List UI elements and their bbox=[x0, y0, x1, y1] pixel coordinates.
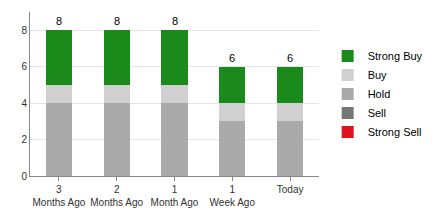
svg-text:4: 4 bbox=[21, 98, 27, 109]
svg-text:Today: Today bbox=[277, 184, 304, 195]
svg-text:8: 8 bbox=[172, 15, 178, 27]
svg-text:Strong Sell: Strong Sell bbox=[368, 126, 422, 138]
svg-text:6: 6 bbox=[229, 52, 235, 64]
svg-text:8: 8 bbox=[56, 15, 62, 27]
svg-text:Hold: Hold bbox=[368, 88, 391, 100]
svg-text:1Month Ago: 1Month Ago bbox=[151, 184, 199, 208]
svg-text:2: 2 bbox=[21, 134, 27, 145]
svg-text:0: 0 bbox=[21, 171, 27, 182]
svg-text:1Week Ago: 1Week Ago bbox=[210, 184, 256, 208]
svg-text:3Months Ago: 3Months Ago bbox=[32, 184, 85, 208]
svg-text:Buy: Buy bbox=[368, 69, 387, 81]
svg-text:2Months Ago: 2Months Ago bbox=[90, 184, 143, 208]
svg-text:8: 8 bbox=[21, 25, 27, 36]
svg-text:Strong Buy: Strong Buy bbox=[368, 50, 423, 62]
svg-text:8: 8 bbox=[114, 15, 120, 27]
svg-text:6: 6 bbox=[287, 52, 293, 64]
svg-text:6: 6 bbox=[21, 61, 27, 72]
svg-text:Sell: Sell bbox=[368, 107, 386, 119]
